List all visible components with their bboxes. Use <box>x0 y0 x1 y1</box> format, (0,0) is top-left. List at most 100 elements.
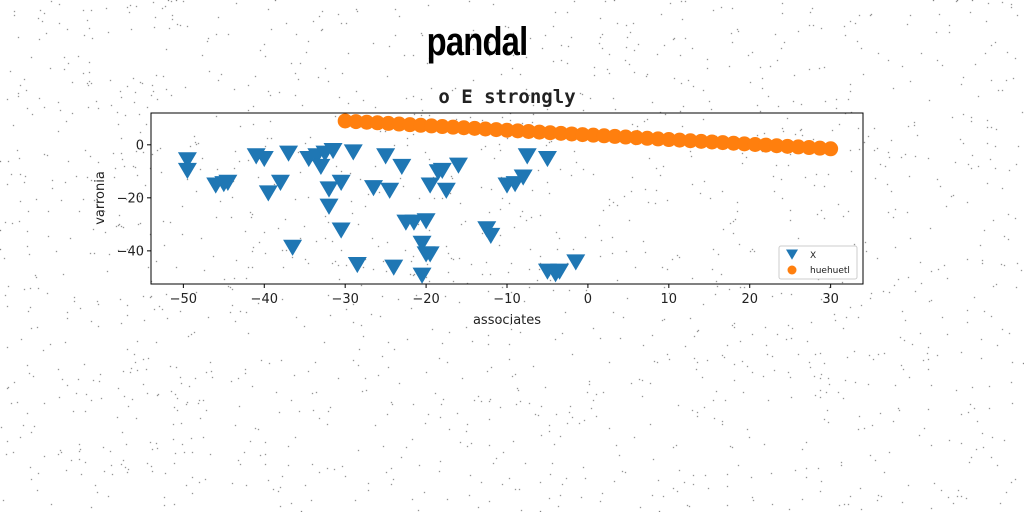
series-x-markers <box>177 142 586 284</box>
x-tick-label: −50 <box>170 292 197 307</box>
data-point-x <box>343 144 363 161</box>
data-point-x <box>283 239 303 256</box>
data-point-x <box>481 227 501 244</box>
data-point-x <box>432 162 452 180</box>
data-point-huehuetl <box>402 117 418 133</box>
data-point-x <box>412 235 432 252</box>
x-tick-label: −10 <box>493 292 520 307</box>
data-point-x <box>537 150 557 168</box>
data-point-huehuetl <box>661 132 677 148</box>
data-point-x <box>384 259 404 276</box>
data-point-huehuetl <box>693 133 709 149</box>
data-point-huehuetl <box>467 120 483 136</box>
data-point-huehuetl <box>477 121 493 137</box>
data-point-huehuetl <box>769 138 785 154</box>
x-axis-ticks: −50 −40 −30 −20 −10 0 10 20 30 <box>170 284 839 307</box>
data-point-huehuetl <box>790 139 806 155</box>
data-point-huehuetl <box>391 116 407 132</box>
data-point-huehuetl <box>715 135 731 151</box>
data-point-huehuetl <box>488 122 504 138</box>
y-tick-label: −20 <box>117 191 144 206</box>
legend-marker-huehuetl <box>787 265 797 275</box>
data-point-x <box>566 254 586 271</box>
chart-title: o E strongly <box>438 86 576 108</box>
y-axis-ticks: 0 −20 −40 <box>117 138 151 259</box>
data-point-huehuetl <box>348 114 364 130</box>
legend-marker-x <box>786 249 798 260</box>
data-point-x <box>218 174 238 191</box>
data-point-x <box>177 152 197 169</box>
data-point-x <box>319 198 339 215</box>
data-point-huehuetl <box>704 134 720 150</box>
data-point-huehuetl <box>423 118 439 134</box>
data-point-x <box>270 174 290 191</box>
data-point-huehuetl <box>607 128 623 144</box>
y-axis-label: varronia <box>93 171 108 225</box>
data-point-huehuetl <box>456 120 472 136</box>
data-point-huehuetl <box>521 123 537 139</box>
x-tick-label: 0 <box>584 292 592 307</box>
data-point-x <box>364 180 383 197</box>
x-tick-label: −20 <box>412 292 439 307</box>
data-point-huehuetl <box>747 136 763 152</box>
data-point-huehuetl <box>628 130 644 146</box>
data-point-x <box>550 263 570 280</box>
y-tick-label: 0 <box>136 138 144 153</box>
legend-label-huehuetl: huehuetl <box>810 266 850 276</box>
data-point-huehuetl <box>682 133 698 149</box>
data-point-huehuetl <box>596 128 612 144</box>
data-point-x <box>436 182 456 199</box>
data-point-huehuetl <box>823 141 839 157</box>
data-point-huehuetl <box>413 117 429 133</box>
data-point-huehuetl <box>499 122 515 138</box>
data-point-x <box>331 222 351 239</box>
data-point-huehuetl <box>445 119 461 135</box>
data-point-x <box>448 157 468 174</box>
data-point-huehuetl <box>650 131 666 147</box>
x-tick-label: −30 <box>331 292 358 307</box>
data-point-x <box>279 145 299 162</box>
data-point-huehuetl <box>542 125 558 141</box>
data-point-x <box>517 148 537 165</box>
data-point-x <box>258 185 278 202</box>
data-point-huehuetl <box>434 119 450 135</box>
data-point-x <box>416 213 436 230</box>
data-point-huehuetl <box>726 135 742 151</box>
data-point-huehuetl <box>531 124 547 140</box>
data-point-x <box>376 148 396 165</box>
data-point-x <box>420 246 440 263</box>
data-point-huehuetl <box>801 140 817 156</box>
data-point-x <box>311 158 331 176</box>
data-point-x <box>404 214 424 231</box>
data-point-x <box>331 174 351 191</box>
data-point-x <box>323 142 343 160</box>
data-point-huehuetl <box>575 127 591 143</box>
data-point-huehuetl <box>736 136 752 152</box>
x-axis-label: associates <box>473 313 541 328</box>
x-tick-label: −40 <box>251 292 278 307</box>
data-point-x <box>254 150 274 168</box>
legend: X huehuetl <box>778 245 858 280</box>
data-point-huehuetl <box>639 130 655 146</box>
data-point-huehuetl <box>337 113 353 129</box>
data-point-huehuetl <box>380 115 396 131</box>
data-point-huehuetl <box>812 140 828 156</box>
data-point-huehuetl <box>359 114 375 130</box>
data-point-x <box>347 256 367 274</box>
data-point-x <box>177 162 197 180</box>
data-point-huehuetl <box>585 127 601 143</box>
data-point-huehuetl <box>672 132 688 148</box>
data-point-x <box>380 182 400 199</box>
data-point-x <box>505 176 525 193</box>
series-huehuetl-markers <box>337 113 839 157</box>
data-point-huehuetl <box>370 115 386 131</box>
data-point-huehuetl <box>564 126 580 142</box>
x-tick-label: 10 <box>661 292 678 307</box>
x-tick-label: 20 <box>741 292 758 307</box>
x-tick-label: 30 <box>822 292 839 307</box>
data-point-huehuetl <box>758 137 774 153</box>
data-point-x <box>392 158 412 176</box>
figure-title: pandal <box>426 20 529 64</box>
legend-label-x: X <box>810 251 816 261</box>
